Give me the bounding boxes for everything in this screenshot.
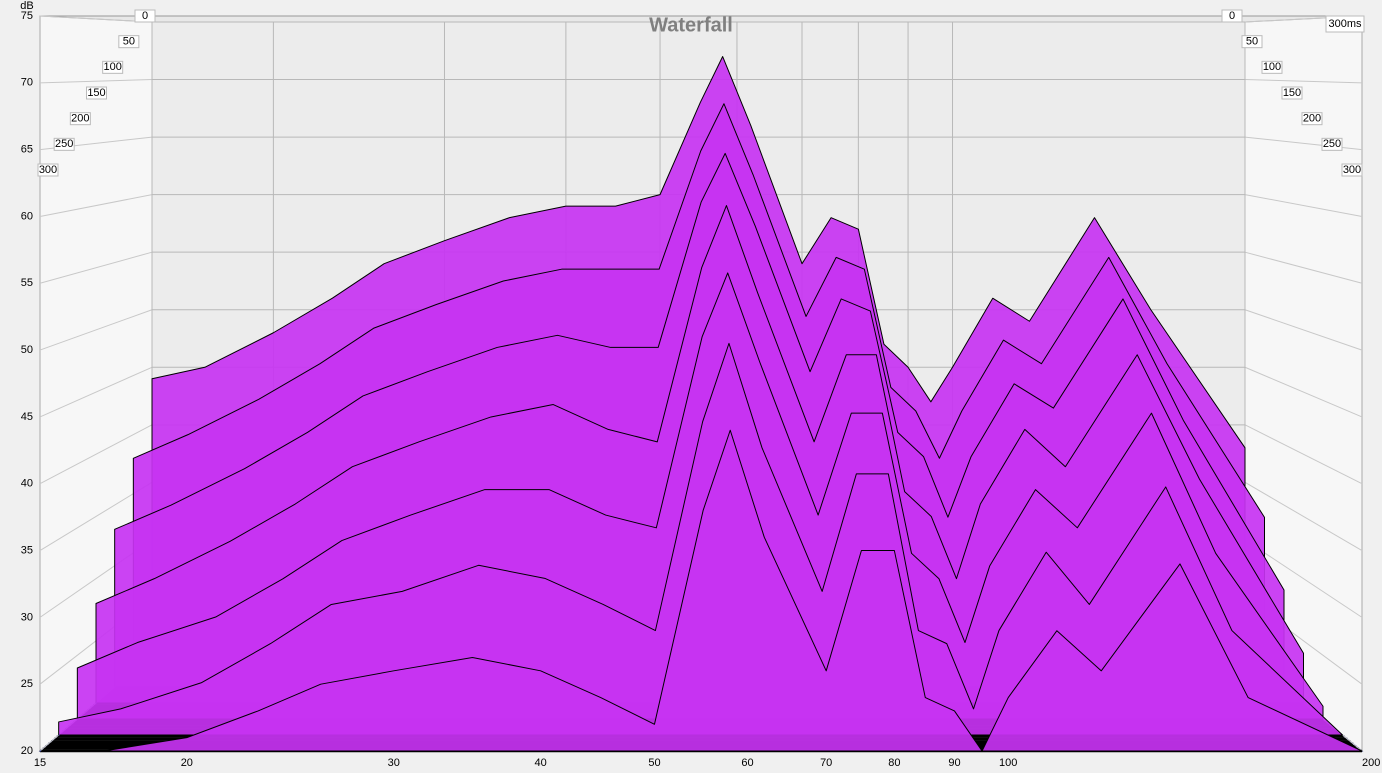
y-tick-label: 75 <box>21 10 33 22</box>
z-tick-box <box>1281 86 1303 100</box>
z-label-box <box>1325 15 1365 33</box>
z-tick-box <box>134 9 156 23</box>
y-tick-label: 25 <box>21 678 33 690</box>
z-tick-label-left: 200 <box>71 113 89 125</box>
wall-grid-line <box>1244 366 1363 418</box>
x-tick-label: 15 <box>34 757 46 769</box>
wall-grid-line <box>1244 309 1363 351</box>
x-tick-label: 60 <box>741 757 753 769</box>
z-tick-label-left: 100 <box>103 61 121 73</box>
x-tick-label: 200 Hz <box>1362 757 1382 769</box>
z-tick-label-right: 50 <box>1246 36 1258 48</box>
z-tick-label-left: 250 <box>55 138 73 150</box>
z-tick-box <box>53 137 75 151</box>
x-tick-label: 30 <box>388 757 400 769</box>
wall-grid-line <box>1244 424 1363 485</box>
wall-grid-line <box>39 15 153 23</box>
z-tick-box <box>1301 112 1323 126</box>
y-tick-label: 50 <box>21 344 33 356</box>
x-tick-label: 40 <box>534 757 546 769</box>
y-tick-label: 35 <box>21 544 33 556</box>
z-tick-box <box>1241 35 1263 49</box>
z-tick-label-right: 100 <box>1263 61 1281 73</box>
x-tick-label: 70 <box>820 757 832 769</box>
z-tick-box <box>1321 137 1343 151</box>
x-tick-label: 50 <box>648 757 660 769</box>
z-tick-label-left: 300 <box>39 164 57 176</box>
z-tick-label-right: 200 <box>1303 113 1321 125</box>
z-tick-box <box>102 60 124 74</box>
slices <box>39 56 1363 752</box>
x-tick-label: 90 <box>948 757 960 769</box>
wall-grid-line <box>39 309 153 351</box>
y-tick-label: 30 <box>21 611 33 623</box>
x-tick-label: 20 <box>181 757 193 769</box>
y-tick-label: 40 <box>21 478 33 490</box>
y-tick-label: 20 <box>21 745 33 757</box>
z-tick-label-left: 50 <box>123 36 135 48</box>
y-tick-label: 70 <box>21 77 33 89</box>
wall-grid-line <box>39 194 153 217</box>
z-tick-label-right: 150 <box>1283 87 1301 99</box>
wall-grid-line <box>1244 481 1363 551</box>
z-tick-label-right: 300 <box>1343 164 1361 176</box>
y-tick-label: 60 <box>21 210 33 222</box>
y-tick-label: 45 <box>21 411 33 423</box>
y-tick-label: 65 <box>21 144 33 156</box>
z-tick-box <box>1261 60 1283 74</box>
z-tick-label-left: 150 <box>87 87 105 99</box>
wall-grid-line <box>39 251 153 284</box>
z-tick-box <box>1221 9 1243 23</box>
waterfall-slice <box>39 429 1363 752</box>
z-tick-box <box>1341 163 1363 177</box>
z-tick-box <box>86 86 107 100</box>
chart-title: Waterfall <box>649 14 733 36</box>
wall-grid-line <box>39 79 153 84</box>
wall-grid-line <box>39 424 153 485</box>
x-tick-label: 80 <box>888 757 900 769</box>
z-tick-label-right: 0 <box>1229 10 1235 22</box>
y-axis-label: dB <box>20 0 33 12</box>
z-tick-label-left: 0 <box>142 10 148 22</box>
wall-grid-line <box>1244 251 1363 284</box>
y-tick-label: 55 <box>21 277 33 289</box>
z-axis-label: 300ms <box>1328 18 1362 30</box>
z-tick-box <box>37 163 59 177</box>
x-tick-label: 100 <box>999 757 1017 769</box>
wall-grid-line <box>1244 79 1363 84</box>
z-tick-box <box>69 112 91 126</box>
z-tick-box <box>118 35 140 49</box>
wall-grid-line <box>39 366 153 418</box>
z-tick-label-right: 250 <box>1323 138 1341 150</box>
wall-grid-line <box>1244 194 1363 217</box>
